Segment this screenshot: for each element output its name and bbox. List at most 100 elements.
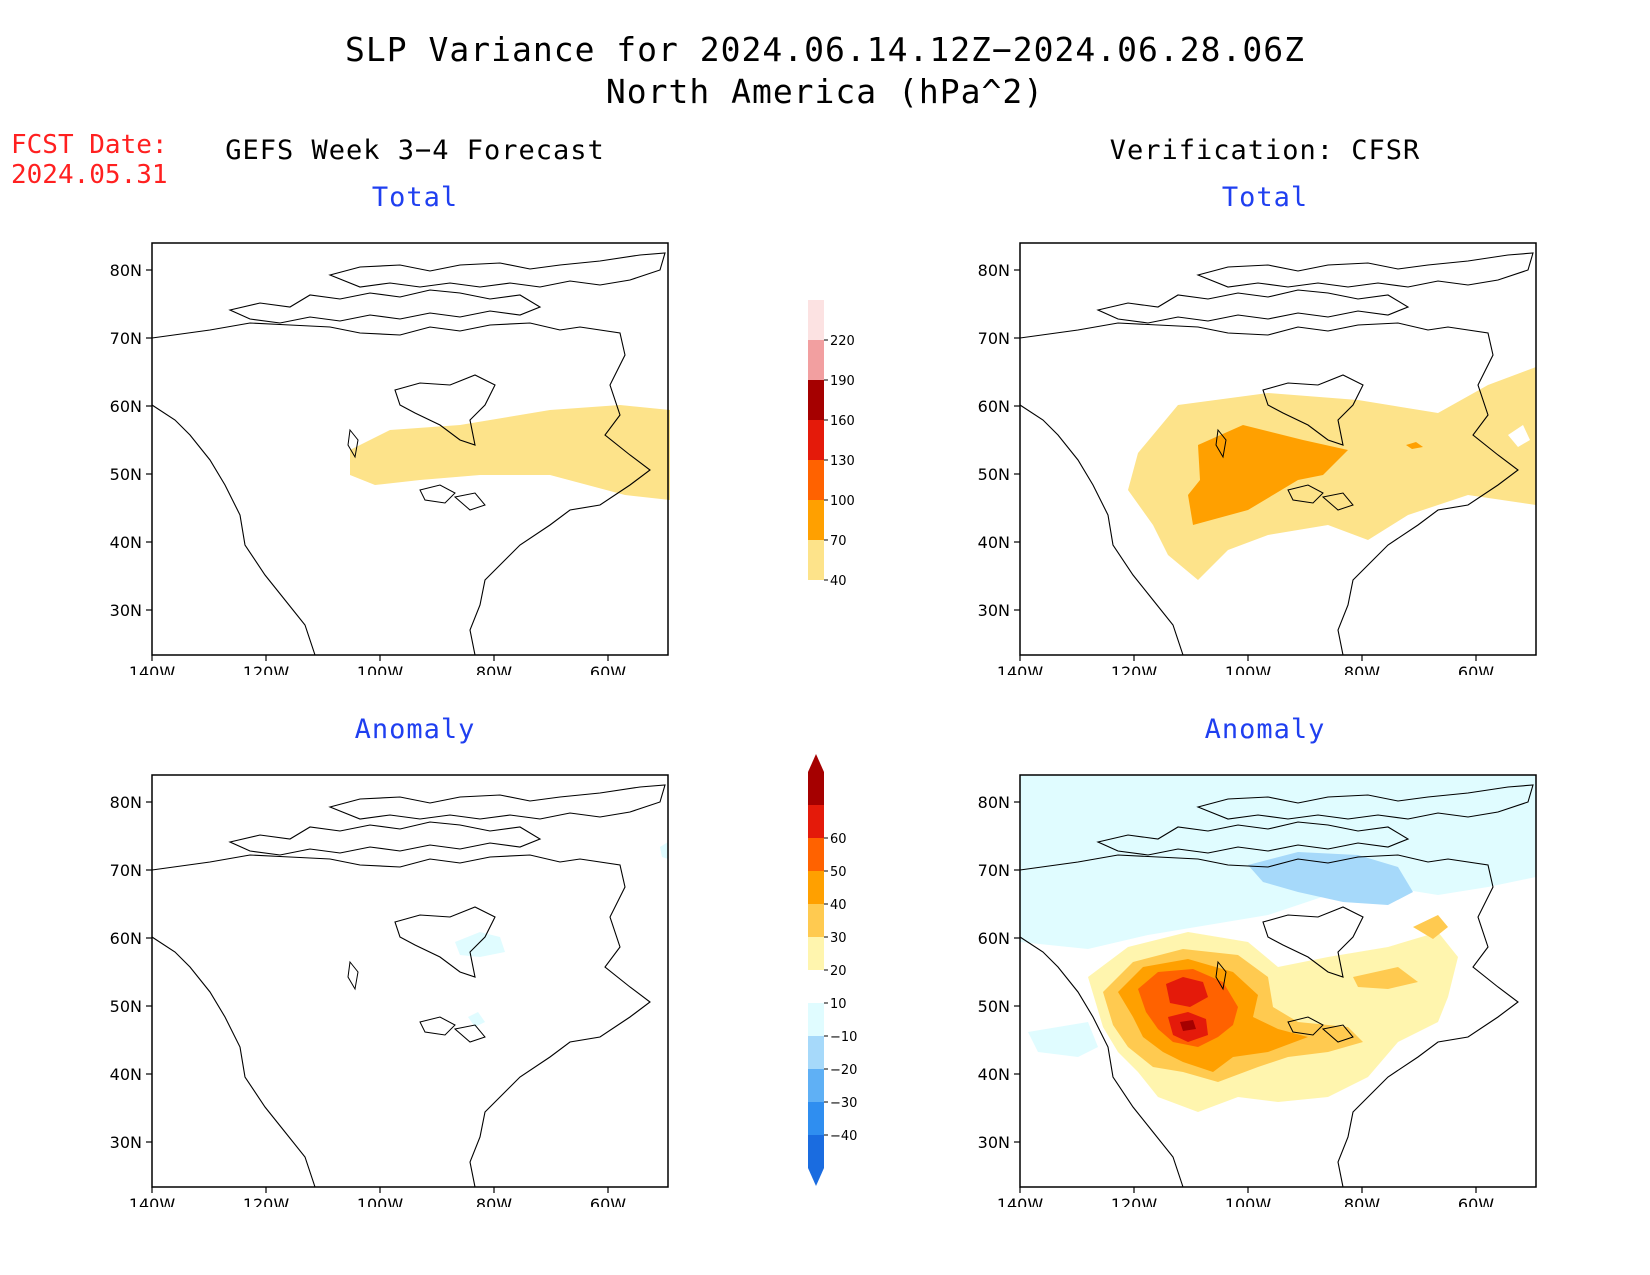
lon-tick-label: 100W <box>357 1195 404 1207</box>
map-verification-total: 80N 70N 60N 50N 40N 30N 140W 120W 100W 80W 60W <box>978 242 1537 675</box>
left-bottom-panel-title: Anomaly <box>354 714 476 745</box>
map-frame <box>1019 242 1537 656</box>
lat-tick-label: 30N <box>110 601 142 620</box>
lon-tick-label: 140W <box>997 1195 1044 1207</box>
colorbar-label: −40 <box>830 1129 857 1144</box>
lon-tick-label: 100W <box>1225 663 1272 675</box>
colorbar-box <box>808 772 824 805</box>
main-subtitle: North America (hPa^2) <box>605 72 1045 111</box>
lat-tick-label: 80N <box>978 261 1010 280</box>
fcst-date-value: 2024.05.31 <box>11 160 168 190</box>
fcst-date-label: FCST Date: <box>11 130 168 160</box>
lon-axis: 140W 120W 100W 80W 60W <box>129 1187 626 1207</box>
lakes <box>1215 960 1354 1043</box>
left-top-panel-title: Total <box>371 182 459 213</box>
colorbar-label: 100 <box>830 494 855 509</box>
lat-tick-label: 50N <box>978 997 1010 1016</box>
colorbar-box <box>808 1069 824 1102</box>
fill-layer <box>1020 775 1536 1187</box>
lat-tick-label: 30N <box>978 601 1010 620</box>
right-top-panel-title: Total <box>1221 182 1309 213</box>
lon-tick-label: 100W <box>1225 1195 1272 1207</box>
lat-tick-label: 80N <box>110 261 142 280</box>
map-forecast-anomaly: 80N 70N 60N 50N 40N 30N 140W 120W 100W 80W 60W <box>110 774 669 1207</box>
colorbar-label: 50 <box>830 865 847 880</box>
colorbar-max-arrow <box>808 754 824 772</box>
lat-tick-label: 40N <box>978 1065 1010 1084</box>
lon-tick-label: 100W <box>357 663 404 675</box>
map-verification-anomaly: 80N 70N 60N 50N 40N 30N 140W 120W 100W 80W 60W <box>978 774 1537 1207</box>
coastline-layer <box>151 784 666 1188</box>
lon-tick-label: 80W <box>476 1195 512 1207</box>
colorbar-label: 220 <box>830 334 855 349</box>
coastline <box>1019 322 1519 656</box>
colorbar-box <box>808 871 824 904</box>
coastline-layer <box>1019 784 1534 1188</box>
lat-tick-label: 60N <box>110 397 142 416</box>
colorbar-box <box>808 937 824 970</box>
colorbar-label: 40 <box>830 574 847 589</box>
lat-tick-label: 80N <box>978 793 1010 812</box>
lon-tick-label: 120W <box>243 1195 290 1207</box>
lat-axis: 80N 70N 60N 50N 40N 30N <box>978 793 1020 1152</box>
colorbar-label: 60 <box>830 832 847 847</box>
colorbar-labels: 40 70 100 130 160 190 220 <box>824 334 855 589</box>
colorbar-label: 40 <box>830 898 847 913</box>
lon-tick-label: 80W <box>1344 1195 1380 1207</box>
right-bottom-panel-title: Anomaly <box>1204 714 1326 745</box>
lat-tick-label: 60N <box>978 397 1010 416</box>
colorbar-label: 160 <box>830 414 855 429</box>
lon-axis: 140W 120W 100W 80W 60W <box>997 655 1494 675</box>
colorbar-label: 10 <box>830 997 847 1012</box>
colorbar-label: −30 <box>830 1096 857 1111</box>
lat-tick-label: 80N <box>110 793 142 812</box>
colorbar-anomaly: −40 −30 −20 −10 10 20 30 40 50 60 <box>808 754 857 1186</box>
lat-tick-label: 70N <box>110 861 142 880</box>
lat-tick-label: 60N <box>978 929 1010 948</box>
fill-layer <box>1128 367 1536 580</box>
colorbar-box <box>808 540 824 580</box>
arctic-islands <box>228 252 666 324</box>
lat-tick-label: 40N <box>978 533 1010 552</box>
lat-axis: 80N 70N 60N 50N 40N 30N <box>110 261 152 620</box>
arctic-islands <box>1096 784 1534 856</box>
lat-tick-label: 70N <box>110 329 142 348</box>
lon-tick-label: 60W <box>1458 1195 1494 1207</box>
left-column-title: GEFS Week 3−4 Forecast <box>225 135 605 166</box>
colorbar-boxes <box>808 754 824 1186</box>
colorbar-labels: −40 −30 −20 −10 10 20 30 40 50 60 <box>824 832 857 1144</box>
right-column-title: Verification: CFSR <box>1109 135 1421 166</box>
lon-tick-label: 80W <box>476 663 512 675</box>
fill-layer <box>455 842 668 1027</box>
colorbar-label: 30 <box>830 931 847 946</box>
colorbar-label: 190 <box>830 374 855 389</box>
lon-tick-label: 120W <box>243 663 290 675</box>
colorbar-box <box>808 420 824 460</box>
colorbar-box <box>808 1036 824 1069</box>
colorbar-box <box>808 340 824 380</box>
lat-tick-label: 40N <box>110 533 142 552</box>
colorbar-label: 70 <box>830 534 847 549</box>
colorbar-box <box>808 838 824 871</box>
colorbar-label: 20 <box>830 964 847 979</box>
lat-tick-label: 30N <box>110 1133 142 1152</box>
lon-tick-label: 140W <box>129 1195 176 1207</box>
colorbar-box <box>808 1003 824 1036</box>
fill-layer <box>350 405 670 500</box>
map-frame <box>151 774 669 1188</box>
lon-tick-label: 60W <box>590 1195 626 1207</box>
colorbar-box <box>808 970 824 1003</box>
lat-tick-label: 60N <box>110 929 142 948</box>
map-frame <box>1019 774 1537 1188</box>
main-title: SLP Variance for 2024.06.14.12Z−2024.06.… <box>345 30 1305 69</box>
coastline-layer <box>151 252 666 656</box>
lat-tick-label: 50N <box>110 465 142 484</box>
colorbar-box <box>808 904 824 937</box>
lon-axis: 140W 120W 100W 80W 60W <box>129 655 626 675</box>
lat-tick-label: 70N <box>978 329 1010 348</box>
coastline-layer <box>1019 252 1534 656</box>
coastline <box>151 322 651 656</box>
map-frame <box>151 242 669 656</box>
lon-tick-label: 140W <box>129 663 176 675</box>
lon-tick-label: 120W <box>1111 663 1158 675</box>
